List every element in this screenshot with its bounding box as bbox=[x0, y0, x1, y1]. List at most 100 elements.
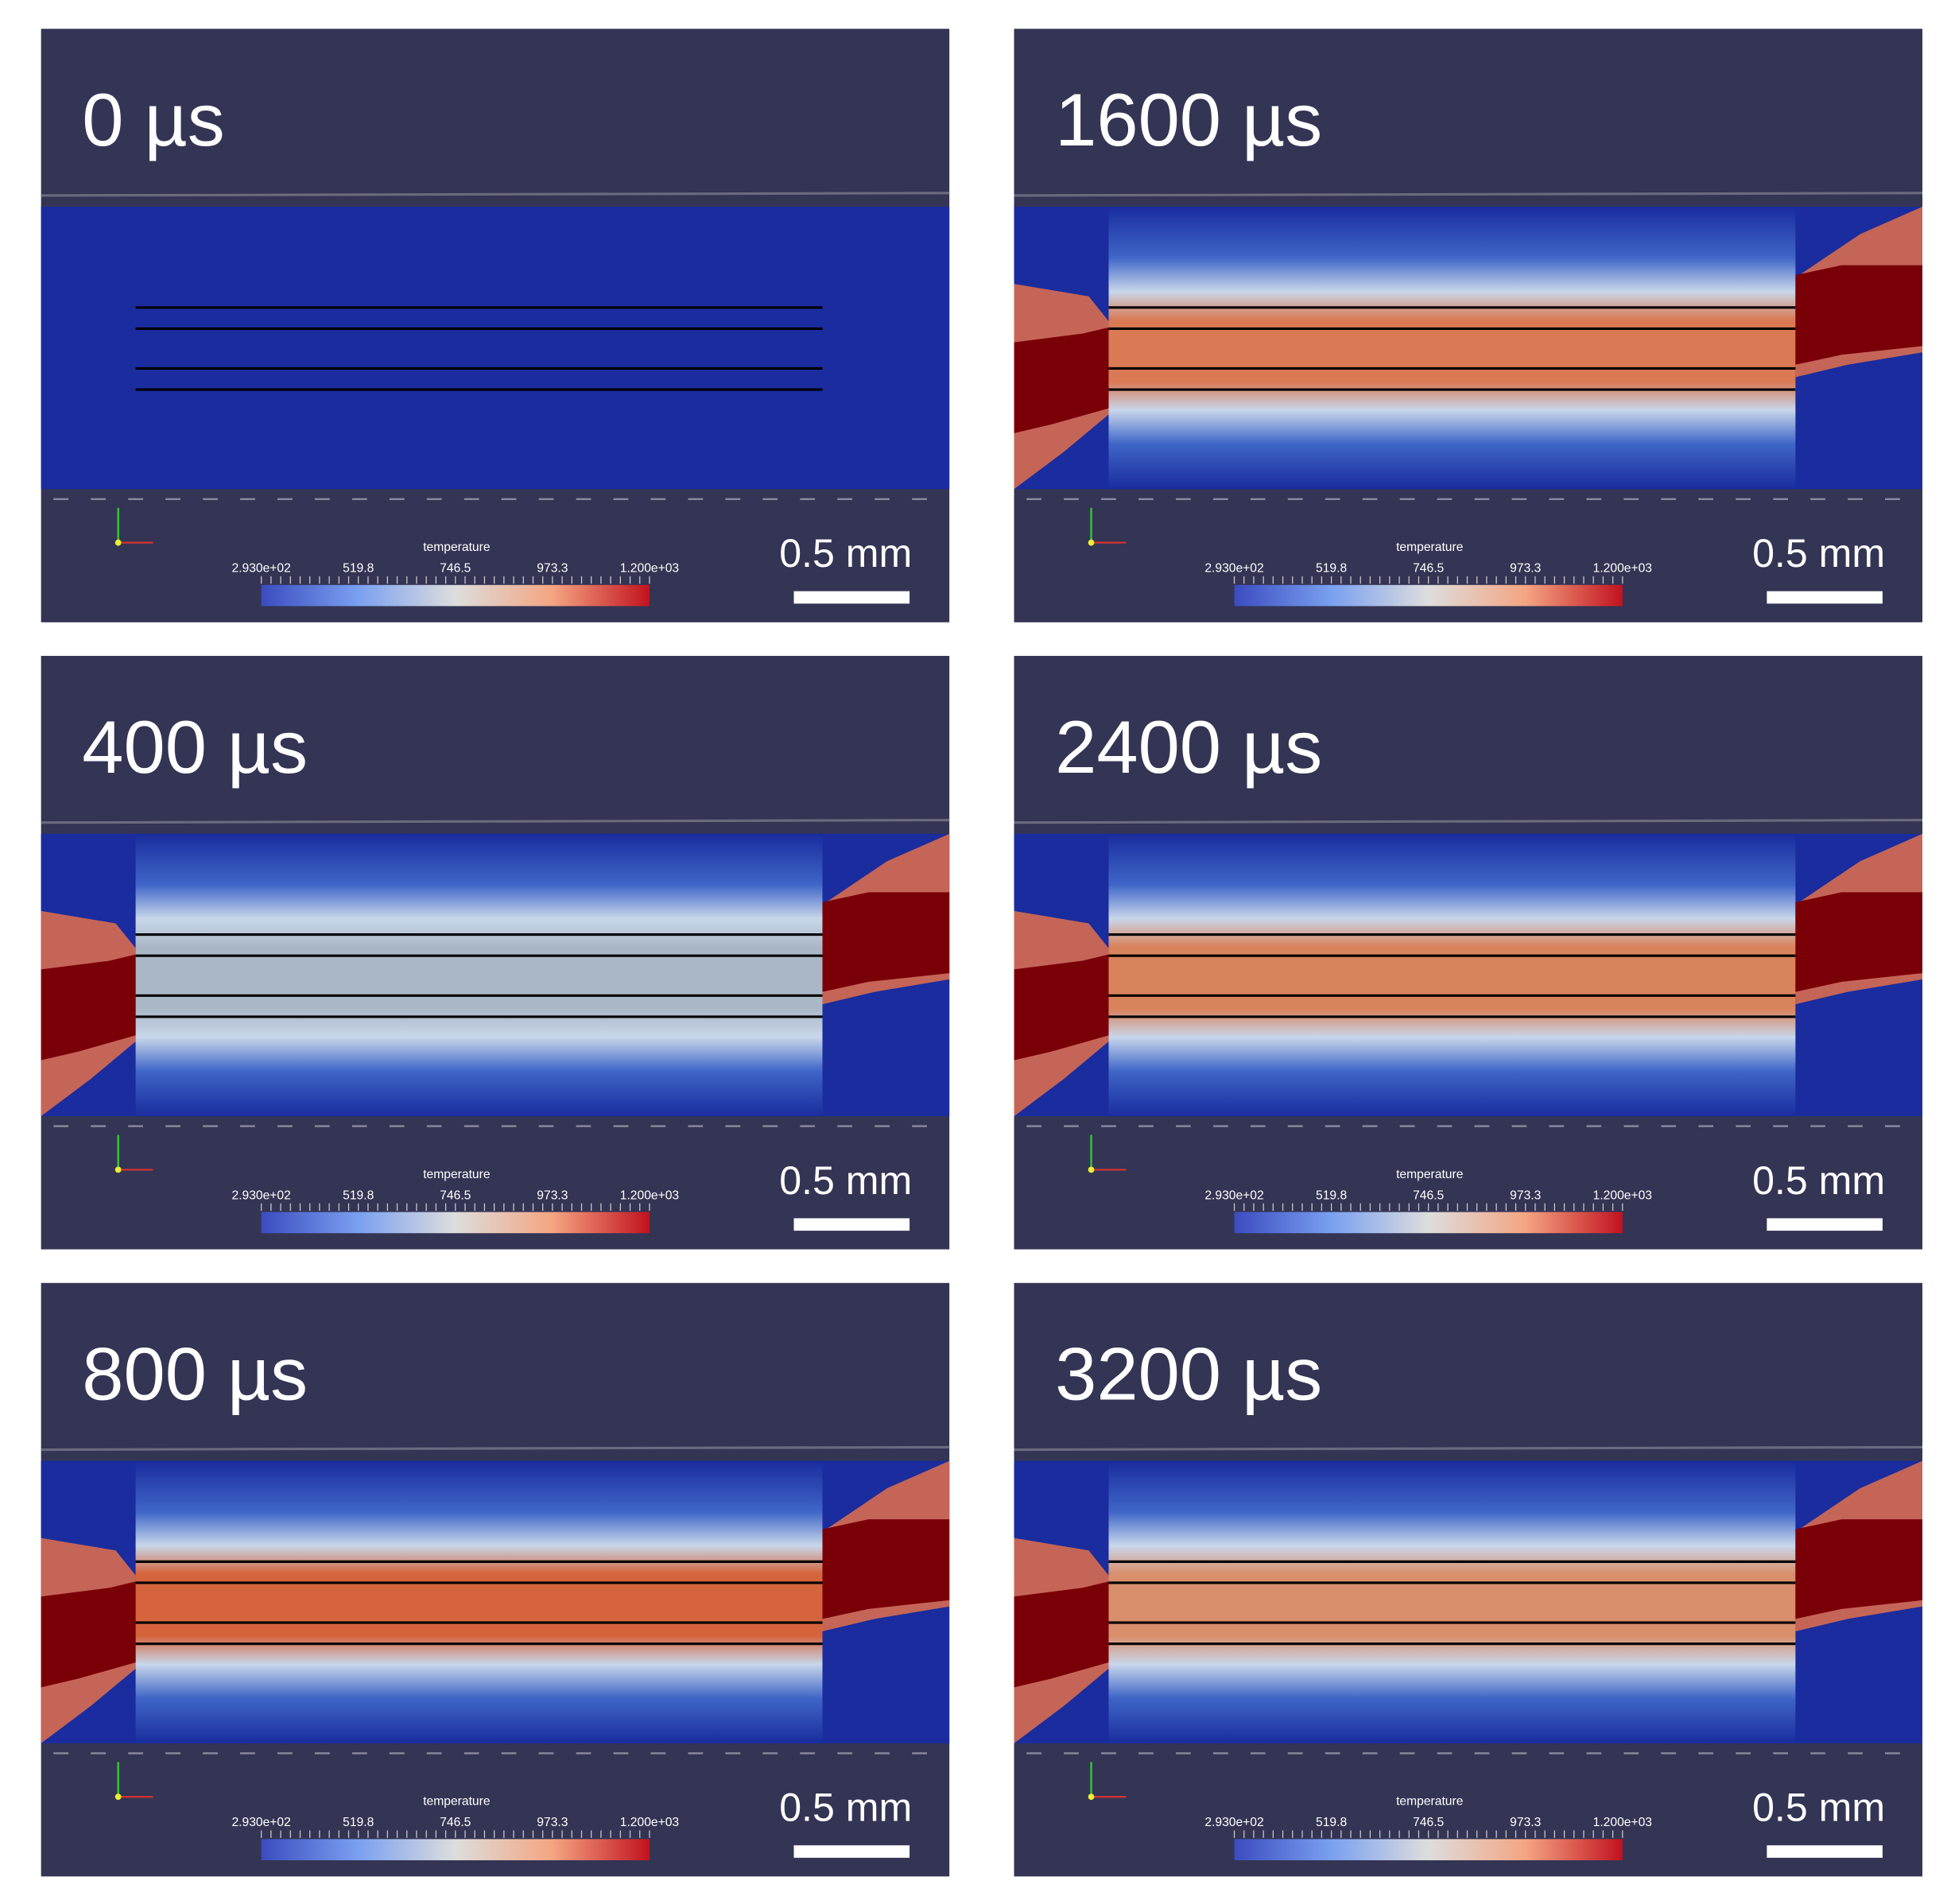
colorbar-tick-label: 746.5 bbox=[1413, 1189, 1444, 1202]
colorbar-tick-label: 973.3 bbox=[1510, 1816, 1541, 1829]
scale-bar-label: 0.5 mm bbox=[1752, 531, 1885, 576]
right-electrode bbox=[1795, 265, 1923, 365]
temperature-field bbox=[41, 1460, 950, 1743]
colorbar bbox=[1234, 1212, 1623, 1234]
colorbar-tick-label: 1.200e+03 bbox=[620, 1816, 680, 1829]
axis-origin bbox=[1088, 1166, 1095, 1173]
colorbar-tick-label: 519.8 bbox=[343, 1816, 374, 1829]
time-label: 800 µs bbox=[82, 1332, 308, 1416]
colorbar-tick-label: 2.930e+02 bbox=[231, 562, 290, 576]
header-divider bbox=[1014, 192, 1923, 197]
colorbar-title: temperature bbox=[423, 541, 490, 554]
colorbar-title: temperature bbox=[1396, 1168, 1463, 1181]
colorbar-title: temperature bbox=[423, 1168, 490, 1181]
colorbar-tick-label: 2.930e+02 bbox=[1204, 1816, 1263, 1829]
field-base bbox=[41, 207, 950, 490]
axis-origin bbox=[114, 1166, 122, 1173]
colorbar-tick-label: 2.930e+02 bbox=[1204, 562, 1263, 576]
temperature-field bbox=[1014, 207, 1923, 490]
colorbar-tick-label: 973.3 bbox=[537, 562, 568, 576]
colorbar-tick-label: 2.930e+02 bbox=[231, 1816, 290, 1829]
colorbar-tick-label: 1.200e+03 bbox=[1593, 562, 1653, 576]
header-divider bbox=[41, 192, 950, 197]
temperature-field bbox=[41, 207, 950, 490]
time-label: 1600 µs bbox=[1055, 78, 1322, 161]
axis-origin bbox=[1088, 1793, 1095, 1801]
right-electrode bbox=[822, 892, 950, 992]
colorbar-tick-label: 746.5 bbox=[440, 1189, 471, 1202]
panel: 3200 µs temperature 2.930e+02 519.8 746.5 973… bbox=[1014, 1282, 1923, 1877]
right-electrode bbox=[822, 1519, 950, 1619]
header-divider bbox=[1014, 1445, 1923, 1452]
colorbar bbox=[261, 584, 650, 607]
colorbar-tick-label: 973.3 bbox=[537, 1816, 568, 1829]
colorbar bbox=[1234, 584, 1623, 607]
colorbar-title: temperature bbox=[423, 1795, 490, 1809]
colorbar-tick-label: 973.3 bbox=[1510, 1189, 1541, 1202]
colorbar-tick-label: 1.200e+03 bbox=[1593, 1816, 1653, 1829]
left-electrode bbox=[41, 1581, 136, 1688]
temperature-field bbox=[41, 833, 950, 1117]
scale-bar-label: 0.5 mm bbox=[779, 1786, 912, 1830]
time-label: 0 µs bbox=[82, 78, 224, 161]
header-divider bbox=[41, 819, 950, 824]
heated-wire bbox=[1108, 207, 1796, 490]
colorbar-tick-label: 746.5 bbox=[1413, 562, 1444, 576]
right-electrode bbox=[1795, 892, 1923, 992]
colorbar-title: temperature bbox=[1396, 541, 1463, 554]
colorbar-tick-label: 1.200e+03 bbox=[620, 1189, 680, 1202]
left-electrode bbox=[1014, 954, 1109, 1061]
colorbar bbox=[261, 1212, 650, 1234]
axis-origin bbox=[114, 1793, 122, 1801]
header-divider bbox=[41, 1445, 950, 1452]
scale-bar bbox=[793, 1218, 910, 1231]
panel: 800 µs temperature 2.930e+02 519.8 746.5 973.… bbox=[41, 1282, 950, 1877]
temperature-field bbox=[1014, 1460, 1923, 1743]
heated-wire bbox=[1108, 833, 1796, 1117]
scale-bar bbox=[793, 591, 910, 604]
panel: 2400 µs temperature 2.930e+02 519.8 746.5 973… bbox=[1014, 656, 1923, 1250]
colorbar-title: temperature bbox=[1396, 1795, 1463, 1809]
left-electrode bbox=[1014, 1581, 1109, 1688]
colorbar-tick-label: 2.930e+02 bbox=[1204, 1189, 1263, 1202]
time-label: 400 µs bbox=[82, 705, 308, 789]
panel: 0 µs temperature 2.930e+02 519.8 746.5 973.3 1… bbox=[41, 29, 950, 622]
scale-bar-label: 0.5 mm bbox=[1752, 1158, 1885, 1203]
scale-bar-label: 0.5 mm bbox=[779, 1158, 912, 1203]
colorbar-tick-label: 519.8 bbox=[343, 1189, 374, 1202]
right-electrode bbox=[1795, 1519, 1923, 1619]
colorbar-tick-label: 746.5 bbox=[440, 562, 471, 576]
time-label: 3200 µs bbox=[1055, 1332, 1322, 1416]
scale-bar bbox=[1767, 591, 1883, 604]
colorbar-tick-label: 746.5 bbox=[1413, 1816, 1444, 1829]
heated-wire bbox=[135, 1460, 823, 1743]
colorbar-tick-label: 1.200e+03 bbox=[620, 562, 680, 576]
scale-bar-label: 0.5 mm bbox=[779, 531, 912, 576]
colorbar-tick-label: 973.3 bbox=[537, 1189, 568, 1202]
left-electrode bbox=[41, 954, 136, 1061]
colorbar bbox=[261, 1839, 650, 1860]
axis-origin bbox=[114, 539, 122, 546]
panel: 1600 µs temperature 2.930e+02 519.8 746.5 973… bbox=[1014, 29, 1923, 622]
scale-bar bbox=[793, 1845, 910, 1858]
colorbar-tick-label: 519.8 bbox=[1316, 562, 1347, 576]
colorbar bbox=[1234, 1839, 1623, 1860]
scale-bar bbox=[1767, 1218, 1883, 1231]
colorbar-tick-label: 519.8 bbox=[1316, 1189, 1347, 1202]
heated-wire bbox=[135, 833, 823, 1117]
axis-origin bbox=[1088, 539, 1095, 546]
temperature-field bbox=[1014, 833, 1923, 1117]
scale-bar-label: 0.5 mm bbox=[1752, 1786, 1885, 1830]
colorbar-tick-label: 746.5 bbox=[440, 1816, 471, 1829]
left-electrode bbox=[1014, 327, 1109, 433]
colorbar-tick-label: 1.200e+03 bbox=[1593, 1189, 1653, 1202]
colorbar-tick-label: 519.8 bbox=[343, 562, 374, 576]
colorbar-tick-label: 973.3 bbox=[1510, 562, 1541, 576]
colorbar-tick-label: 519.8 bbox=[1316, 1816, 1347, 1829]
header-divider bbox=[1014, 819, 1923, 824]
colorbar-tick-label: 2.930e+02 bbox=[231, 1189, 290, 1202]
time-label: 2400 µs bbox=[1055, 705, 1322, 789]
panel: 400 µs temperature 2.930e+02 519.8 746.5 973.… bbox=[41, 656, 950, 1250]
